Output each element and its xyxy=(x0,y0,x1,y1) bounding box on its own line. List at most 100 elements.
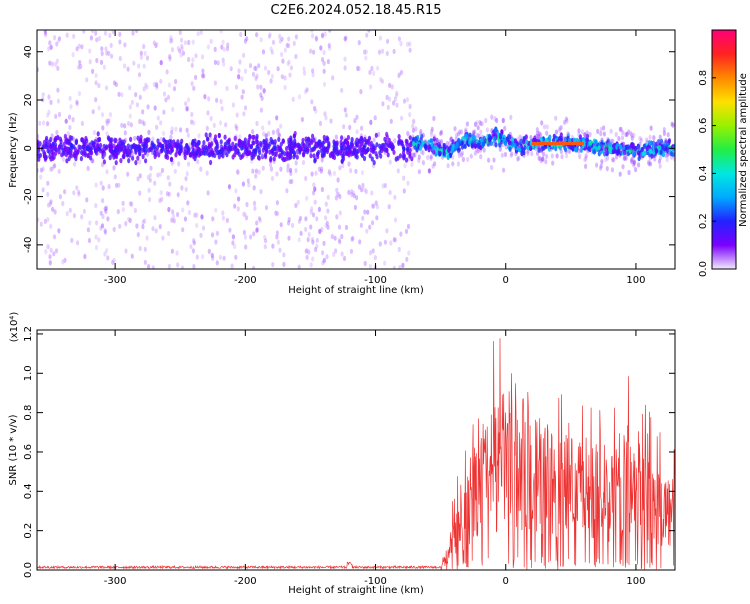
spectrogram-point xyxy=(168,56,172,62)
spectrogram-point xyxy=(186,132,190,138)
spectrogram-point xyxy=(101,185,105,191)
spectrogram-point xyxy=(107,184,111,190)
spectrogram-point xyxy=(648,140,652,146)
spectrogram-point xyxy=(288,167,293,173)
spectrogram-point xyxy=(341,163,345,169)
spectrogram-point xyxy=(311,239,315,245)
spectrogram-point xyxy=(320,148,324,154)
spectrogram-point xyxy=(104,205,108,211)
spectrogram-point xyxy=(433,161,437,167)
spectrogram-point xyxy=(589,140,593,146)
spectrogram-point xyxy=(289,65,293,71)
spectrogram-point xyxy=(111,259,115,265)
spectrogram-point xyxy=(248,133,252,139)
spectrogram-point xyxy=(47,94,51,100)
spectrogram-point xyxy=(309,262,313,268)
spectrogram-point xyxy=(403,163,407,169)
spectrogram-point xyxy=(545,124,549,130)
spectrogram-point xyxy=(424,144,428,150)
spectrogram-point xyxy=(256,140,260,146)
spectrogram-point xyxy=(434,143,438,149)
spectrogram-point xyxy=(647,161,651,167)
spectrogram-point xyxy=(152,81,156,88)
spectrogram-point xyxy=(124,248,128,254)
spectrogram-point xyxy=(413,152,417,158)
spectrogram-point xyxy=(309,153,313,159)
spectrogram-point xyxy=(167,191,171,197)
spectrogram-point xyxy=(89,155,93,161)
spectrogram-point xyxy=(637,162,641,168)
spectrogram-point xyxy=(339,150,343,156)
spectrogram-point xyxy=(72,213,76,219)
spectrogram-point xyxy=(184,176,188,182)
spectrogram-point xyxy=(281,138,285,144)
spectrogram-point xyxy=(100,46,104,52)
spectrogram-point xyxy=(278,247,282,253)
spectrogram-point xyxy=(473,129,477,135)
spectrogram-point xyxy=(135,223,139,229)
spectrogram-point xyxy=(322,240,326,246)
spectrogram-point xyxy=(350,189,354,195)
spectrogram-point xyxy=(381,101,385,107)
spectrogram-point xyxy=(397,134,401,140)
spectrogram-point xyxy=(94,97,98,103)
spectrogram-point xyxy=(617,136,621,142)
spectrogram-point xyxy=(364,189,368,195)
spectrogram-point xyxy=(151,136,155,142)
spectrogram-point xyxy=(127,216,131,223)
spectrogram-point xyxy=(439,129,444,135)
spectrogram-point xyxy=(276,127,280,134)
spectrogram-point xyxy=(313,105,317,112)
spectrogram-point xyxy=(215,140,219,146)
spectrogram-point xyxy=(662,130,667,136)
spectrogram-point xyxy=(70,237,74,243)
spectrogram-point xyxy=(659,138,664,144)
spectrogram-point xyxy=(321,32,325,38)
spectrogram-point xyxy=(50,133,54,139)
spectrogram-point xyxy=(397,73,401,79)
spectrogram-point xyxy=(219,144,223,150)
spectrogram-point xyxy=(147,187,151,193)
spectrogram-point xyxy=(62,141,66,147)
spectrogram-point xyxy=(287,220,291,226)
spectrogram-point xyxy=(320,33,325,39)
spectrogram-point xyxy=(176,143,180,149)
spectrogram-point xyxy=(145,55,150,61)
spectrogram-point xyxy=(192,240,196,246)
spectrogram-point xyxy=(312,137,316,143)
spectrogram-point xyxy=(412,118,416,124)
spectrogram-point xyxy=(398,71,402,77)
spectrogram-point xyxy=(217,149,222,155)
spectrogram-point xyxy=(666,152,670,158)
spectrogram-point xyxy=(157,152,161,158)
spectrogram-point xyxy=(665,157,669,163)
spectrogram-point xyxy=(268,32,272,38)
spectrogram-point xyxy=(309,48,313,54)
spectrogram-point xyxy=(200,214,204,220)
spectrogram-point xyxy=(541,156,545,162)
spectrogram-point xyxy=(280,36,284,42)
spectrogram-point xyxy=(292,133,296,139)
spectrogram-point xyxy=(276,66,280,72)
spectrogram-point xyxy=(421,160,425,166)
spectrogram-point xyxy=(585,130,589,136)
spectrogram-point xyxy=(456,131,461,137)
spectrogram-point xyxy=(429,138,433,144)
spectrogram-point xyxy=(408,103,412,110)
spectrogram-point xyxy=(297,218,301,224)
spectrogram-point xyxy=(74,139,78,145)
spectrogram-point xyxy=(396,168,400,174)
spectrogram-point xyxy=(246,150,250,156)
spectrogram-point xyxy=(117,91,121,97)
spectrogram-point xyxy=(380,48,385,54)
spectrogram-point xyxy=(94,80,98,86)
spectrogram-point xyxy=(288,179,292,185)
spectrogram-point xyxy=(634,145,638,152)
spectrogram-point xyxy=(202,73,206,79)
spectrogram-point xyxy=(325,137,329,144)
spectrogram-point xyxy=(498,134,503,140)
spectrogram-point xyxy=(49,99,53,105)
spectrogram-point xyxy=(84,135,88,142)
spectrogram-point xyxy=(136,176,140,182)
spectrogram-point xyxy=(44,32,48,38)
